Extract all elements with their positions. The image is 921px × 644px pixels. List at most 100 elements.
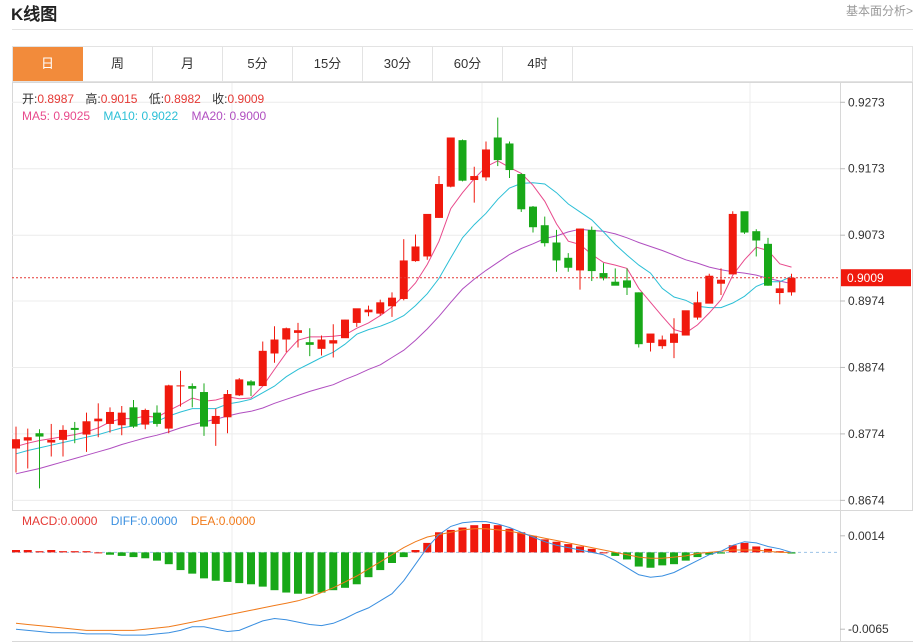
macd-legend: MACD:0.0000 DIFF:0.0000 DEA:0.0000 [22, 514, 256, 528]
candle-body [552, 242, 561, 261]
candle-body [364, 309, 373, 313]
ma5-line [15, 160, 792, 447]
ohlc-legend: 开:0.8987 高:0.9015 低:0.8982 收:0.9009 [22, 91, 265, 106]
tab-5min[interactable]: 5分 [223, 47, 293, 81]
macd-bar [106, 552, 114, 555]
tab-30min[interactable]: 30分 [363, 47, 433, 81]
macd-bar [505, 528, 514, 553]
macd-bar [646, 552, 655, 568]
candle-body [658, 339, 667, 347]
candle-body [329, 340, 338, 344]
candle-body [294, 330, 302, 333]
macd-bar [235, 552, 244, 584]
macd-bar [176, 552, 185, 571]
macd-bar [223, 552, 232, 582]
macd-bar [188, 552, 197, 574]
candle-body [693, 302, 702, 318]
macd-bar [82, 551, 91, 553]
macd-bar [552, 541, 561, 553]
macd-bar [728, 545, 737, 553]
macd-bar [411, 550, 420, 553]
candle-body [505, 143, 514, 171]
macd-bar [129, 552, 138, 558]
tab-month[interactable]: 月 [153, 47, 223, 81]
fundamental-analysis-link[interactable]: 基本面分析> [845, 4, 913, 18]
candle-body [176, 385, 185, 387]
candle-body [106, 411, 114, 424]
candle-body [352, 308, 361, 323]
tab-60min[interactable]: 60分 [433, 47, 503, 81]
price-axis-ticks: 0.9273 0.9173 0.9073 0.8974 0.8874 0.8774 0.86… [840, 95, 885, 507]
macd-bar [317, 552, 326, 593]
candle-body [200, 392, 208, 427]
candle-body [235, 379, 244, 396]
tab-4hour[interactable]: 4时 [503, 47, 573, 81]
macd-bar [258, 552, 267, 587]
price-tick-label: 0.8674 [848, 493, 885, 507]
diff-line [15, 521, 792, 636]
candle-body [611, 281, 620, 286]
ma-legend: MA5: 0.9025 MA10: 0.9022 MA20: 0.9000 [22, 109, 267, 123]
macd-bar [540, 539, 549, 553]
candle-body [341, 319, 349, 339]
candle-body [164, 385, 173, 429]
macd-bar [35, 551, 44, 553]
moving-average-lines [15, 160, 792, 475]
macd-bar [294, 552, 302, 594]
page-title: K线图 [11, 5, 58, 24]
macd-bar [482, 524, 490, 553]
candles [12, 117, 796, 489]
macd-bar [399, 552, 408, 558]
price-tick-label: 0.8774 [848, 427, 885, 441]
candle-body [646, 333, 655, 343]
close-label: 收: [212, 92, 227, 106]
candle-body [717, 279, 725, 284]
candle-body [435, 184, 443, 218]
macd-bar [435, 532, 443, 553]
macd-bar [529, 535, 537, 553]
tab-15min[interactable]: 15分 [293, 47, 363, 81]
macd-bar [458, 527, 467, 553]
macd-bar [740, 542, 749, 553]
candle-body [540, 225, 549, 244]
price-tick-label: 0.8974 [848, 294, 885, 308]
macd-bar [564, 544, 573, 553]
candle-body [117, 412, 126, 426]
candle-body [576, 228, 584, 271]
macd-tick-label: -0.0065 [848, 622, 889, 636]
macd-tick-label: 0.0014 [848, 529, 885, 543]
candle-body [517, 174, 526, 210]
macd-bar [247, 552, 255, 585]
header-divider [12, 29, 913, 30]
macd-bar [764, 548, 772, 553]
dea-legend-item: DEA:0.0000 [191, 514, 256, 528]
high-label: 高: [85, 91, 100, 106]
candle-body [670, 333, 678, 343]
candle-body [399, 260, 408, 299]
price-tick-label: 0.9073 [848, 228, 885, 242]
macd-axis-ticks: 0.0014 -0.0065 [840, 529, 889, 636]
macd-bar [47, 550, 56, 553]
macd-bar [23, 550, 32, 553]
tab-day[interactable]: 日 [13, 47, 83, 81]
macd-bar [282, 552, 291, 593]
candle-body [188, 386, 197, 389]
candle-body [587, 229, 596, 272]
tab-week[interactable]: 周 [83, 47, 153, 81]
macd-bar [775, 551, 784, 553]
macd-bar [364, 552, 373, 578]
candle-body [775, 288, 784, 294]
macd-bar [376, 552, 385, 571]
price-tick-label: 0.8874 [848, 360, 885, 374]
macd-bar [164, 552, 173, 565]
ma10-legend: MA10: 0.9022 [103, 109, 178, 123]
macd-bar [70, 551, 79, 553]
candle-body [388, 297, 396, 307]
macd-bar [470, 525, 479, 553]
candle-body [305, 342, 314, 345]
candle-body [634, 292, 643, 345]
candle-body [94, 418, 103, 422]
candle-body [211, 415, 220, 424]
price-tick-label: 0.9173 [848, 162, 885, 176]
